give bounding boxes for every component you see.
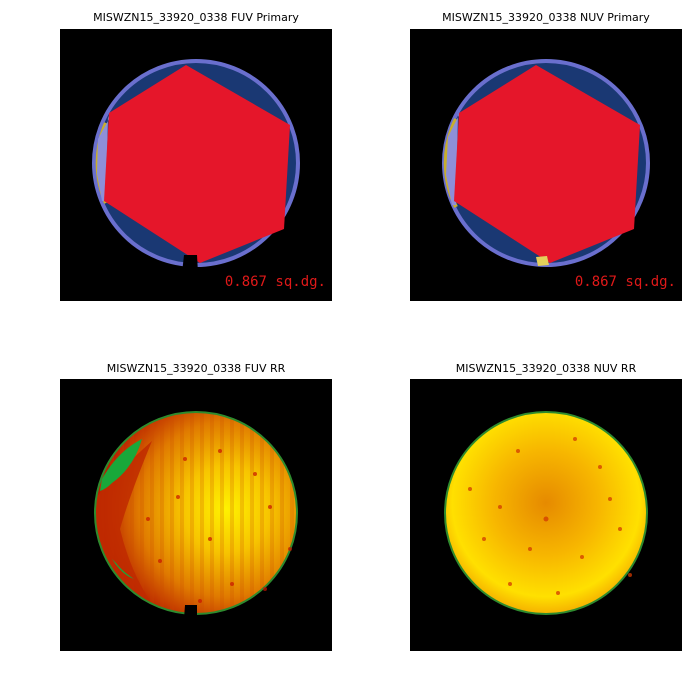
rr-hot-pixels bbox=[468, 437, 632, 595]
coverage-hexagon bbox=[454, 65, 640, 263]
rr-hot-pixels bbox=[146, 449, 292, 603]
panel-title-fuv-primary: MISWZN15_33920_0338 FUV Primary bbox=[93, 11, 299, 24]
panel-title-fuv-rr: MISWZN15_33920_0338 FUV RR bbox=[106, 362, 286, 375]
coverage-hexagon bbox=[104, 65, 290, 263]
panel-fuv-rr bbox=[60, 379, 332, 651]
panel-nuv-rr bbox=[410, 379, 682, 651]
rr-rim bbox=[444, 411, 648, 615]
artifact-yellow bbox=[536, 256, 549, 266]
panel-nuv-primary: 0.867 sq.dg. bbox=[410, 29, 682, 301]
fuv-rr-map bbox=[94, 411, 298, 619]
panel-fuv-primary: 0.867 sq.dg. bbox=[60, 29, 332, 301]
area-label: 0.867 sq.dg. bbox=[575, 274, 676, 290]
nuv-rr-map bbox=[444, 411, 648, 615]
rr-green-patch bbox=[100, 439, 142, 491]
fuv-primary-map: 0.867 sq.dg. bbox=[92, 59, 326, 290]
nuv-primary-map: 0.867 sq.dg. bbox=[442, 59, 676, 290]
artifact-notch bbox=[184, 605, 197, 619]
panel-title-nuv-primary: MISWZN15_33920_0338 NUV Primary bbox=[442, 11, 650, 24]
area-label: 0.867 sq.dg. bbox=[225, 274, 326, 290]
artifact-notch bbox=[182, 255, 198, 273]
rr-disk bbox=[445, 412, 647, 614]
panel-title-nuv-rr: MISWZN15_33920_0338 NUV RR bbox=[455, 362, 637, 375]
